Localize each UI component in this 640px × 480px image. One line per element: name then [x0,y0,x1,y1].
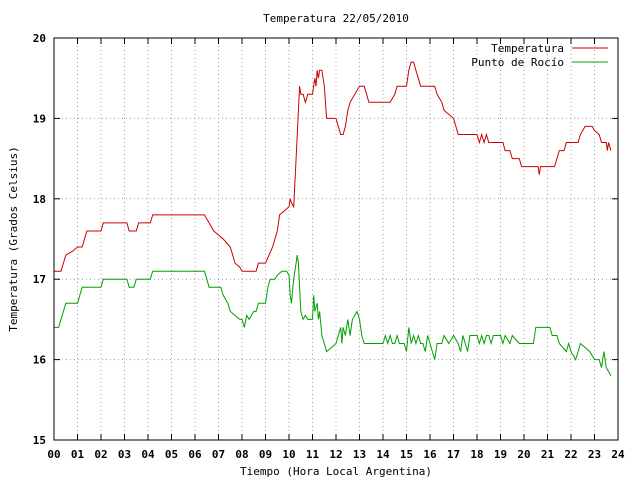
y-tick-label-20: 20 [33,32,46,45]
y-axis-label: Temperatura (Grados Celsius) [7,146,20,331]
x-tick-label-13: 13 [353,448,366,461]
series-layer [54,61,612,376]
x-tick-label-05: 05 [165,448,178,461]
y-tick-label-19: 19 [33,112,46,125]
legend-label-punto-de-rocio: Punto de Rocío [471,56,564,69]
x-tick-label-16: 16 [423,448,437,461]
legend-entry-temperatura: Temperatura [491,42,608,55]
x-tick-label-19: 19 [494,448,507,461]
legend-entry-punto-de-rocio: Punto de Rocío [471,56,608,69]
legend: Temperatura Punto de Rocío [471,42,608,69]
x-tick-label-21: 21 [541,448,555,461]
y-tick-label-18: 18 [33,193,46,206]
x-tick-label-22: 22 [564,448,577,461]
x-tick-label-12: 12 [329,448,342,461]
x-tick-label-17: 17 [447,448,460,461]
axis-ticks [53,37,619,441]
x-tick-label-14: 14 [376,448,390,461]
x-axis-label: Tiempo (Hora Local Argentina) [240,465,432,478]
x-tick-label-02: 02 [94,448,107,461]
x-tick-label-04: 04 [141,448,155,461]
x-tick-label-23: 23 [588,448,601,461]
series-line-0 [54,61,612,272]
x-tick-label-11: 11 [306,448,320,461]
grid [54,38,618,440]
x-tick-label-01: 01 [71,448,85,461]
x-tick-label-15: 15 [400,448,413,461]
y-tick-label-15: 15 [33,434,46,447]
x-tick-label-20: 20 [517,448,530,461]
x-tick-label-00: 00 [47,448,60,461]
y-tick-label-16: 16 [33,354,47,367]
x-tick-label-03: 03 [118,448,131,461]
x-tick-labels: 00 01 02 03 04 05 06 07 08 09 10 11 12 13 14 15 16 17 18 19… [47,448,625,461]
y-tick-label-17: 17 [33,273,46,286]
x-tick-label-08: 08 [235,448,248,461]
chart-title: Temperatura 22/05/2010 [263,12,409,25]
x-tick-label-10: 10 [282,448,295,461]
y-tick-labels: 15 16 17 18 19 20 [33,32,47,447]
x-tick-label-06: 06 [188,448,202,461]
x-tick-label-24: 24 [611,448,625,461]
series-line-1 [54,255,612,376]
x-tick-label-18: 18 [470,448,483,461]
x-tick-label-09: 09 [259,448,272,461]
x-tick-label-07: 07 [212,448,225,461]
legend-label-temperatura: Temperatura [491,42,564,55]
